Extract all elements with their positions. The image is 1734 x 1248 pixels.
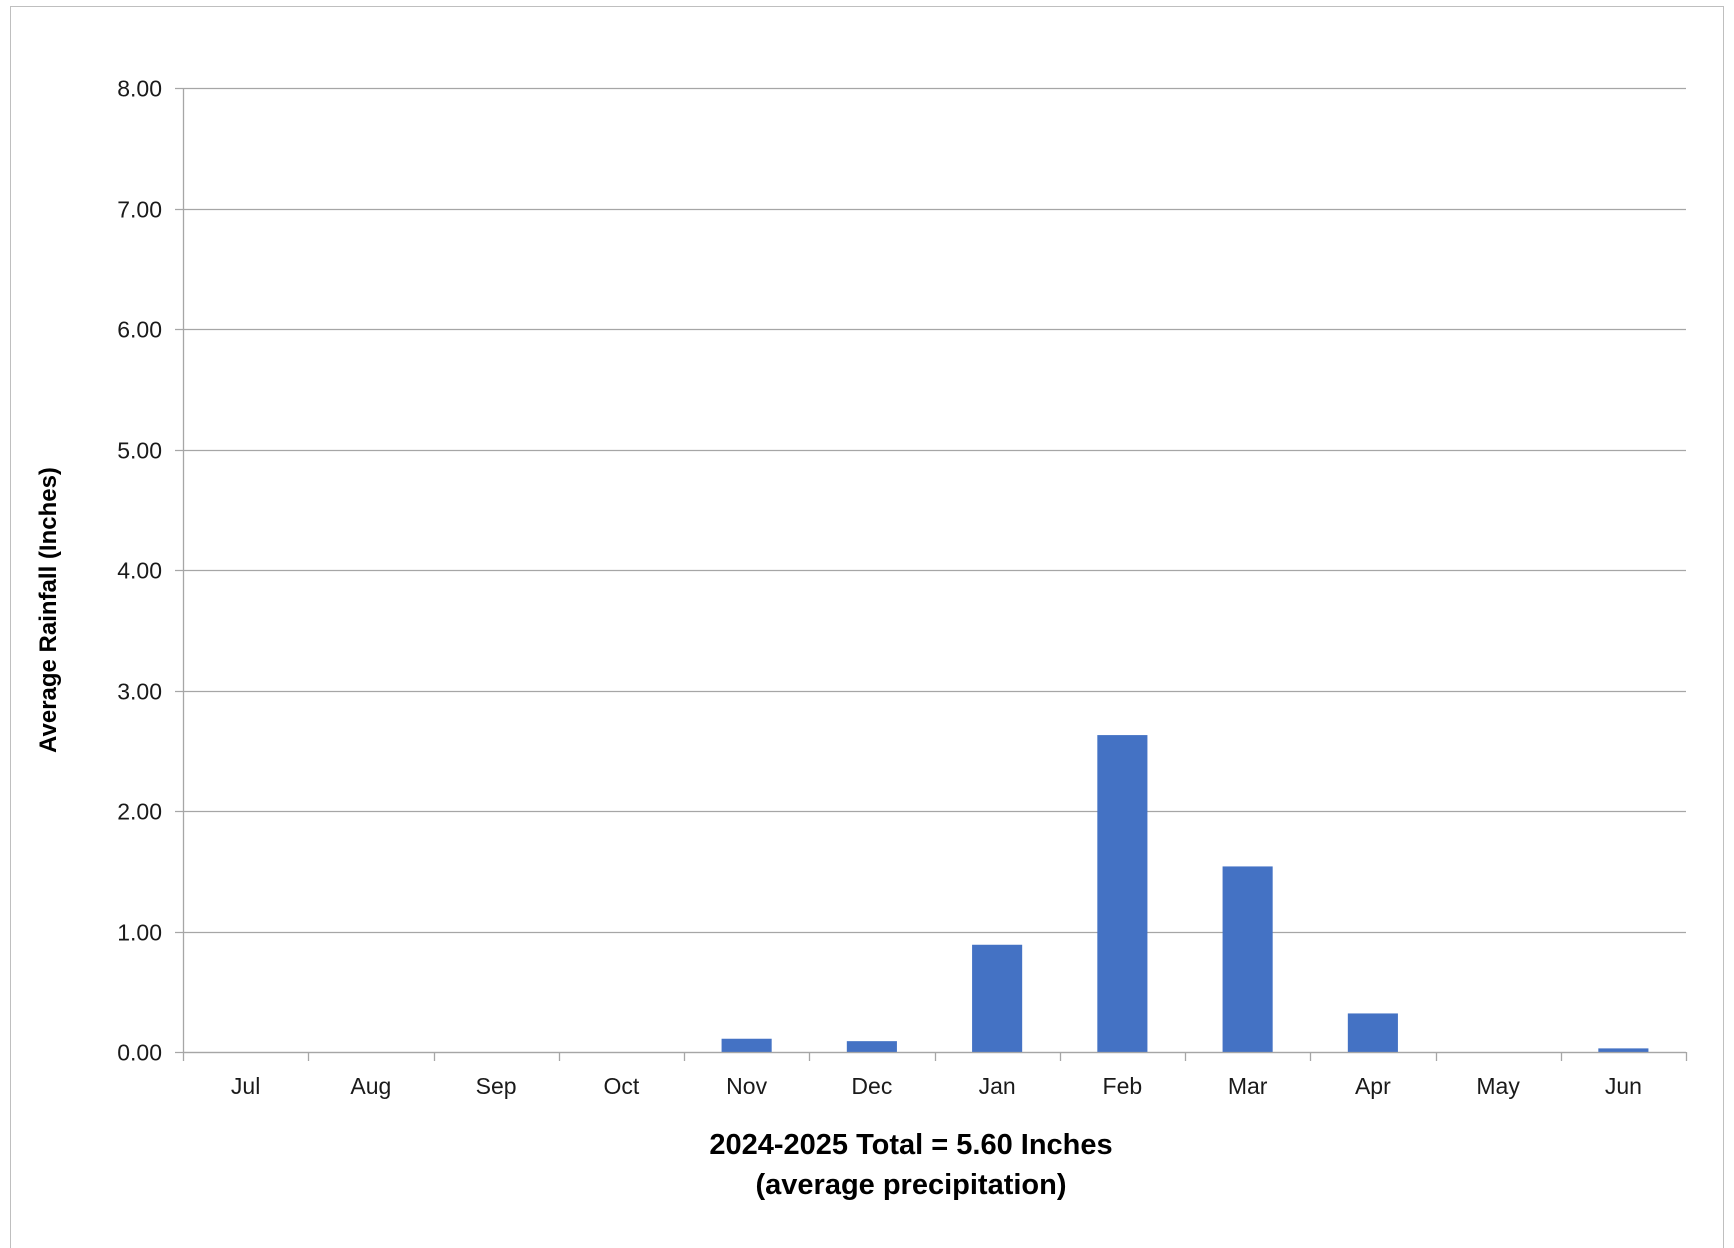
x-tick-label: May	[1476, 1073, 1520, 1099]
bar-apr	[1347, 1013, 1398, 1052]
x-axis-title-line2: (average precipitation)	[755, 1169, 1066, 1201]
y-tick-label: 6.00	[117, 317, 162, 343]
bar-jun	[1598, 1048, 1649, 1052]
axes	[182, 88, 1688, 1061]
y-tick-label: 0.00	[117, 1040, 162, 1066]
x-tick-label: Jan	[979, 1073, 1016, 1099]
y-tick-label: 7.00	[117, 197, 162, 223]
x-tick-label: Jul	[231, 1073, 260, 1099]
bar-jan	[972, 944, 1023, 1052]
y-tick-label: 1.00	[117, 920, 162, 946]
x-tick-label: Apr	[1355, 1073, 1391, 1099]
x-tick-label: Mar	[1228, 1073, 1268, 1099]
bar-mar	[1222, 866, 1273, 1052]
y-tick-label: 5.00	[117, 438, 162, 464]
bar-nov	[721, 1038, 772, 1052]
y-axis-title: Average Rainfall (Inches)	[35, 467, 62, 753]
x-tick-label: Oct	[603, 1073, 639, 1099]
chart-frame	[10, 6, 1724, 1248]
x-tick-label: Aug	[350, 1073, 391, 1099]
y-tick-label: 8.00	[117, 76, 162, 102]
x-tick-label: Nov	[726, 1073, 767, 1099]
bars	[721, 735, 1649, 1052]
gridlines	[175, 87, 1686, 1054]
x-tick-label: Jun	[1605, 1073, 1642, 1099]
x-tick-label: Feb	[1103, 1073, 1143, 1099]
y-tick-labels: 0.00 1.00 2.00 3.00 4.00 5.00 6.00 7.00 8.00	[117, 76, 162, 1066]
bar-feb	[1097, 735, 1148, 1052]
x-tick-label: Dec	[851, 1073, 892, 1099]
bar-dec	[846, 1041, 897, 1052]
x-tick-labels: Jul Aug Sep Oct Nov Dec Jan Feb Mar Apr May Jun	[231, 1073, 1642, 1099]
x-axis-title-line1: 2024-2025 Total = 5.60 Inches	[709, 1129, 1112, 1161]
x-tick-label: Sep	[476, 1073, 517, 1099]
y-tick-label: 4.00	[117, 558, 162, 584]
y-tick-label: 2.00	[117, 799, 162, 825]
y-tick-label: 3.00	[117, 679, 162, 705]
